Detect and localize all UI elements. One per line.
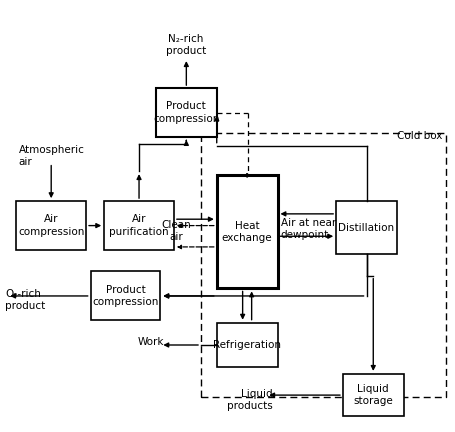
Text: Refrigeration: Refrigeration <box>212 340 281 350</box>
Text: Distillation: Distillation <box>338 223 394 233</box>
Text: N₂-rich
product: N₂-rich product <box>166 34 206 56</box>
FancyBboxPatch shape <box>216 175 277 289</box>
Text: Heat
exchange: Heat exchange <box>221 221 272 243</box>
Text: Work: Work <box>137 337 164 347</box>
FancyBboxPatch shape <box>16 201 86 250</box>
FancyBboxPatch shape <box>342 374 403 416</box>
Text: Clean
air: Clean air <box>161 220 191 242</box>
FancyBboxPatch shape <box>91 271 160 321</box>
Text: Cold box: Cold box <box>396 131 441 141</box>
FancyBboxPatch shape <box>104 201 173 250</box>
Text: Air
purification: Air purification <box>109 214 168 237</box>
Text: Air
compression: Air compression <box>18 214 84 237</box>
FancyBboxPatch shape <box>216 323 277 367</box>
FancyBboxPatch shape <box>156 88 216 137</box>
Text: Liquid
products: Liquid products <box>227 389 273 411</box>
Text: O₂-rich
product: O₂-rich product <box>5 289 45 311</box>
Text: Product
compression: Product compression <box>92 285 158 307</box>
Text: Liquid
storage: Liquid storage <box>353 384 392 407</box>
Text: Product
compression: Product compression <box>153 102 219 124</box>
Text: Air at near
dewpoint: Air at near dewpoint <box>280 218 335 240</box>
Text: Atmospheric
air: Atmospheric air <box>19 145 84 167</box>
FancyBboxPatch shape <box>335 201 396 254</box>
